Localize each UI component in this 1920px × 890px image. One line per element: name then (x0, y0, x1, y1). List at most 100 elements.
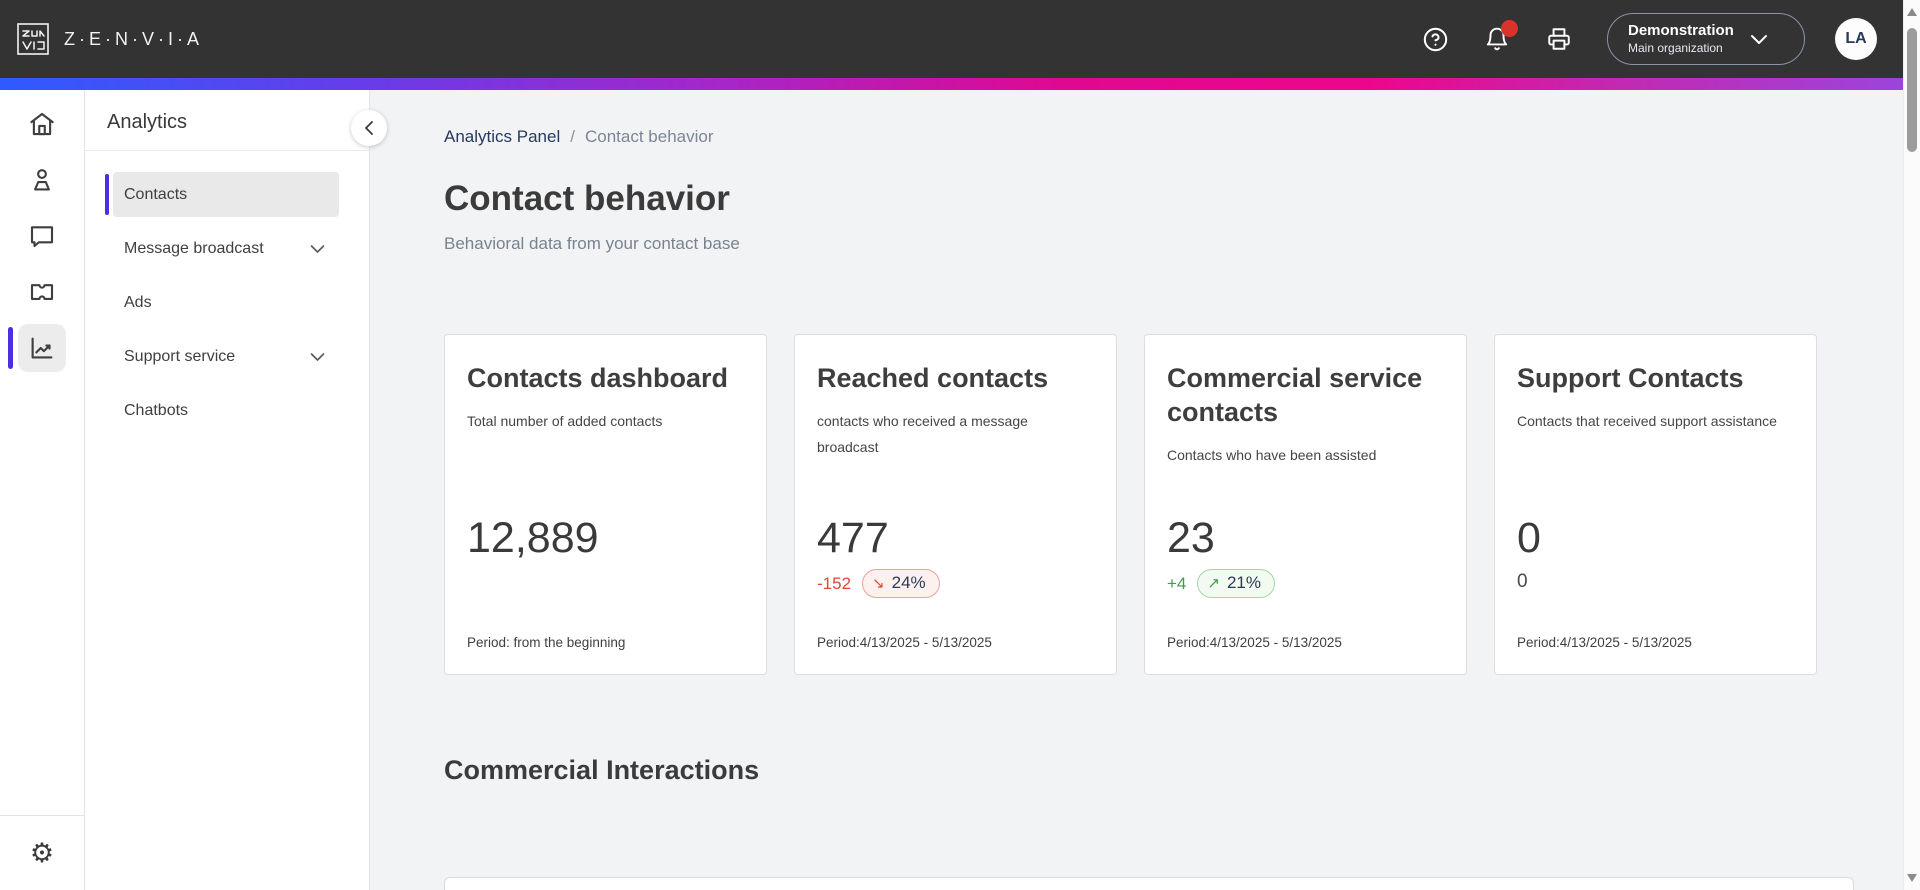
page-scrollbar[interactable] (1903, 0, 1920, 890)
icon-rail: ⚙ (0, 90, 85, 890)
avatar[interactable]: LA (1835, 18, 1877, 60)
sidebar-divider (85, 150, 369, 151)
card-description: Contacts that received support assistanc… (1517, 413, 1777, 429)
zenvia-logo[interactable]: Z·E·N·V·I·A (16, 22, 203, 56)
bell-icon (1486, 27, 1508, 51)
rail-item-analytics[interactable] (8, 324, 66, 372)
notifications-button[interactable] (1483, 20, 1518, 53)
sidebar-item-ads[interactable]: Ads (85, 280, 369, 325)
rail-footer: ⚙ (0, 815, 84, 890)
rail-item-contacts[interactable] (18, 156, 66, 204)
app-body: ⚙ Analytics Contacts (0, 90, 1903, 890)
breadcrumb: Analytics Panel / Contact behavior (444, 126, 1903, 148)
sidebar-collapse-button[interactable] (351, 110, 387, 146)
metric-cards-row: Contacts dashboard Total number of added… (444, 334, 1903, 675)
rail-item-home[interactable] (18, 100, 66, 148)
card-reached-contacts: Reached contacts contacts who received a… (794, 334, 1117, 675)
card-delta: -152 ↘ 24% (817, 569, 940, 598)
topbar-actions (1421, 20, 1573, 53)
trend-badge-up: ↗ 21% (1197, 569, 1275, 598)
analytics-chart-icon (31, 337, 53, 359)
sidebar-item-label: Ads (124, 293, 152, 311)
main-content: Analytics Panel / Contact behavior Conta… (370, 90, 1903, 890)
section-title-commercial-interactions: Commercial Interactions (444, 755, 760, 785)
card-period: Period:4/13/2025 - 5/13/2025 (817, 635, 992, 650)
help-button[interactable] (1421, 25, 1449, 53)
organization-name: Demonstration (1628, 22, 1734, 40)
zenvia-logo-icon (17, 23, 49, 55)
sidebar-item-support-service[interactable]: Support service (85, 334, 369, 379)
card-value: 12,889 (467, 514, 599, 562)
card-title: Commercial service contacts (1167, 363, 1423, 427)
chevron-down-icon (310, 244, 325, 253)
card-title: Support Contacts (1517, 363, 1744, 393)
delta-percent: 21% (1226, 573, 1261, 592)
chevron-down-icon (310, 352, 325, 361)
card-description: Total number of added contacts (467, 413, 663, 429)
breadcrumb-current: Contact behavior (584, 127, 714, 146)
card-value: 0 (1517, 514, 1541, 562)
active-indicator (8, 327, 13, 369)
card-period: Period: from the beginning (467, 635, 626, 650)
trend-badge-down: ↘ 24% (862, 569, 940, 598)
printer-icon (1548, 28, 1570, 50)
selected-indicator (105, 174, 109, 215)
commercial-interactions-card (444, 877, 1854, 890)
chevron-left-icon (365, 121, 373, 135)
page-title: Contact behavior (444, 179, 730, 218)
sidebar-item-label: Message broadcast (124, 239, 264, 257)
organization-subtitle: Main organization (1628, 40, 1723, 55)
card-description: contacts who received a message broadcas… (817, 413, 1028, 455)
print-button[interactable] (1545, 25, 1573, 53)
help-circle-icon (1423, 27, 1447, 51)
sidebar-title: Analytics (107, 111, 188, 133)
sidebar-item-contacts[interactable]: Contacts (85, 172, 369, 217)
card-value: 477 (817, 514, 889, 562)
organization-texts: Demonstration Main organization (1628, 22, 1734, 56)
ticket-icon (30, 284, 54, 300)
card-description: Contacts who have been assisted (1167, 447, 1377, 463)
brand-wordmark: Z·E·N·V·I·A (64, 28, 203, 49)
card-title: Reached contacts (817, 363, 1049, 393)
delta-value: -152 (817, 573, 852, 593)
breadcrumb-separator: / (570, 127, 575, 146)
sidebar-nav: Contacts Message broadcast Ads (85, 151, 369, 433)
notification-badge (1501, 20, 1518, 37)
home-icon (30, 112, 54, 136)
organization-selector[interactable]: Demonstration Main organization (1607, 13, 1805, 65)
chevron-down-icon (1750, 34, 1767, 44)
person-icon (34, 169, 50, 191)
breadcrumb-analytics-panel[interactable]: Analytics Panel (444, 127, 561, 146)
sidebar-item-label: Support service (124, 347, 236, 365)
sidebar-item-message-broadcast[interactable]: Message broadcast (85, 226, 369, 271)
card-period: Period:4/13/2025 - 5/13/2025 (1167, 635, 1342, 650)
scroll-down-button[interactable] (1907, 874, 1917, 882)
card-period: Period:4/13/2025 - 5/13/2025 (1517, 635, 1692, 650)
card-title: Contacts dashboard (467, 363, 729, 393)
scrollbar-thumb[interactable] (1907, 28, 1917, 152)
trend-down-icon: ↘ (872, 574, 885, 592)
rail-item-conversations[interactable] (18, 212, 66, 260)
scroll-up-button[interactable] (1907, 8, 1917, 16)
card-value: 23 (1167, 514, 1215, 562)
sidebar-item-label: Contacts (124, 185, 188, 203)
page-subtitle: Behavioral data from your contact base (444, 234, 740, 253)
topbar: Z·E·N·V·I·A (0, 0, 1903, 78)
sidebar: Analytics Contacts Message broadc (85, 90, 387, 890)
settings-gear-icon[interactable]: ⚙ (29, 837, 55, 868)
card-contacts-dashboard: Contacts dashboard Total number of added… (444, 334, 767, 675)
card-commercial-service-contacts: Commercial service contacts Contacts who… (1144, 334, 1467, 675)
selected-row-background (113, 172, 339, 217)
chat-bubble-icon (30, 226, 54, 248)
delta-percent: 24% (891, 573, 926, 592)
trend-up-icon: ↗ (1207, 574, 1220, 592)
rail-item-tickets[interactable] (18, 268, 66, 316)
delta-value: +4 (1167, 573, 1187, 593)
sidebar-item-chatbots[interactable]: Chatbots (85, 388, 369, 433)
card-delta: 0 (1517, 571, 1528, 592)
sidebar-item-label: Chatbots (124, 401, 189, 419)
card-support-contacts: Support Contacts Contacts that received … (1494, 334, 1817, 675)
card-delta: +4 ↗ 21% (1167, 569, 1275, 598)
